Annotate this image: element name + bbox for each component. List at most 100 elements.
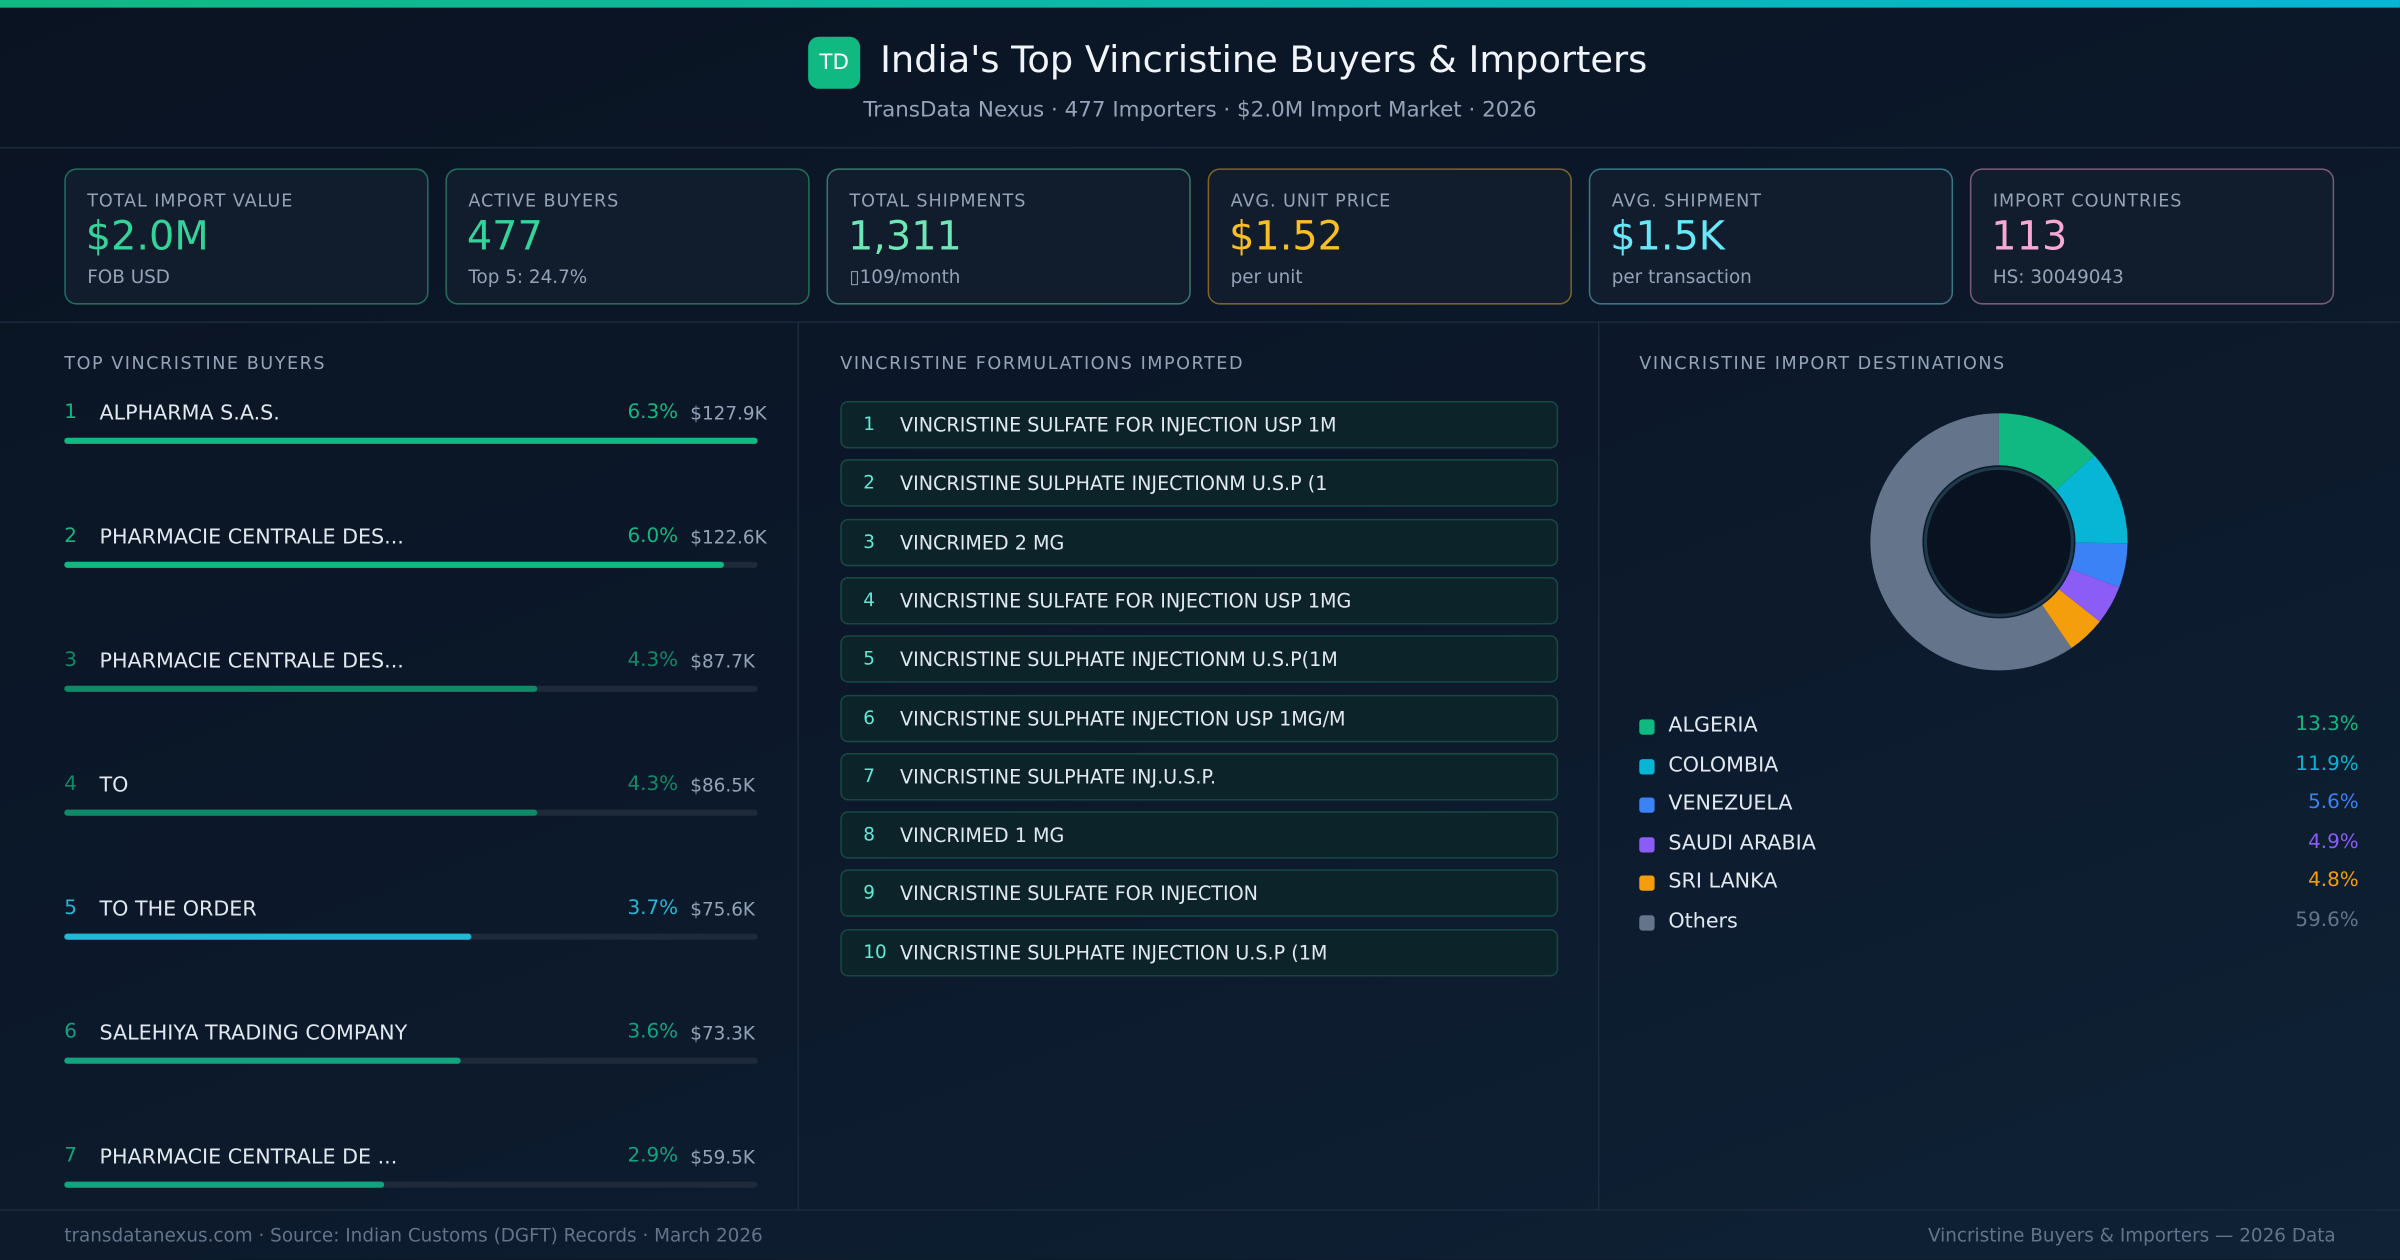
share-bar	[64, 1181, 384, 1188]
kpi-value: 1,311	[847, 214, 962, 261]
formulation-name: VINCRISTINE SULPHATE INJECTION U.S.P (1M	[899, 940, 1328, 964]
kpi-value: 113	[1991, 214, 2068, 261]
formulation-rank: 7	[863, 764, 875, 787]
share-bar	[64, 809, 538, 816]
kpi-card: ACTIVE BUYERS 477 Top 5: 24.7%	[445, 168, 810, 305]
formulation-rank: 9	[863, 882, 875, 904]
legend-swatch	[1639, 719, 1655, 735]
formulation-item: 9 VINCRISTINE SULFATE FOR INJECTION	[840, 869, 1559, 918]
formulation-rank: 4	[863, 589, 875, 611]
buyer-rank: 2	[64, 524, 77, 548]
formulation-name: VINCRISTINE SULFATE FOR INJECTION USP 1M	[899, 413, 1337, 437]
kpi-value: $1.5K	[1610, 214, 1725, 261]
buyer-rank: 7	[64, 1144, 77, 1168]
kpi-label: AVG. SHIPMENT	[1611, 189, 1762, 212]
formulation-rank: 2	[863, 471, 875, 494]
buyer-name: TO	[99, 772, 129, 798]
formulation-rank: 8	[863, 823, 875, 846]
donut-slice	[2058, 568, 2120, 622]
formulation-name: VINCRISTINE SULPHATE INJ.U.S.P.	[899, 764, 1217, 788]
divider	[797, 322, 799, 1210]
donut-slice	[2055, 455, 2128, 544]
buyer-name: SALEHIYA TRADING COMPANY	[99, 1020, 408, 1046]
buyer-share: 4.3%	[627, 648, 679, 672]
formulation-rank: 1	[863, 413, 875, 435]
donut-slice	[1870, 413, 2072, 671]
buyer-rank: 3	[64, 648, 77, 672]
formulation-item: 5 VINCRISTINE SULPHATE INJECTIONM U.S.P(1…	[840, 635, 1559, 683]
legend-name: SAUDI ARABIA	[1668, 830, 1816, 856]
legend-share: 4.9%	[2308, 830, 2359, 854]
buyer-share: 4.3%	[627, 772, 679, 796]
legend-share: 5.6%	[2308, 791, 2359, 815]
kpi-value: $1.52	[1229, 214, 1344, 261]
kpi-value: 477	[466, 214, 543, 261]
legend-swatch	[1639, 797, 1655, 814]
legend-name: SRI LANKA	[1668, 869, 1778, 895]
kpi-value: $2.0M	[85, 214, 209, 261]
share-bar	[64, 933, 472, 940]
legend-swatch	[1639, 836, 1655, 853]
formulation-rank: 5	[863, 647, 875, 670]
buyer-share: 6.3%	[627, 401, 679, 424]
buyer-value: $73.3K	[690, 1022, 755, 1044]
buyer-value: $86.5K	[690, 774, 755, 796]
legend-name: Others	[1668, 909, 1738, 934]
buyer-rank: 4	[64, 772, 77, 796]
section-title: TOP VINCRISTINE BUYERS	[64, 352, 327, 374]
legend-share: 13.3%	[2295, 713, 2359, 737]
formulation-item: 6 VINCRISTINE SULPHATE INJECTION USP 1MG/…	[840, 694, 1559, 742]
kpi-card: IMPORT COUNTRIES 113 HS: 30049043	[1969, 168, 2335, 305]
formulation-item: 8 VINCRIMED 1 MG	[840, 811, 1559, 859]
formulation-rank: 10	[863, 940, 887, 963]
accent-bar	[0, 0, 2400, 8]
kpi-sub: Top 5: 24.7%	[468, 266, 588, 288]
buyer-value: $87.7K	[690, 650, 755, 672]
formulation-rank: 6	[863, 706, 875, 728]
kpi-sub: per unit	[1230, 266, 1303, 288]
kpi-label: AVG. UNIT PRICE	[1230, 189, 1392, 212]
share-bar	[64, 437, 758, 444]
divider	[0, 1209, 2400, 1211]
kpi-card: AVG. SHIPMENT $1.5K per transaction	[1588, 168, 1954, 305]
donut-slice	[2070, 542, 2128, 588]
formulation-item: 7 VINCRISTINE SULPHATE INJ.U.S.P.	[840, 752, 1559, 801]
kpi-sub: HS: 30049043	[1992, 266, 2124, 288]
legend-name: ALGERIA	[1668, 713, 1758, 738]
buyer-share: 3.6%	[627, 1020, 679, 1044]
formulation-name: VINCRIMED 2 MG	[899, 530, 1065, 554]
legend-swatch	[1639, 915, 1655, 931]
kpi-card: TOTAL SHIPMENTS 1,311 ▯109/month	[826, 168, 1191, 305]
kpi-label: TOTAL IMPORT VALUE	[87, 189, 294, 212]
formulation-item: 4 VINCRISTINE SULFATE FOR INJECTION USP 1…	[840, 576, 1559, 625]
share-bar	[64, 1057, 461, 1064]
share-bar	[64, 561, 725, 568]
donut-chart	[1870, 413, 2128, 671]
buyer-value: $75.6K	[690, 898, 755, 920]
logo: TD	[808, 36, 861, 89]
buyer-name: TO THE ORDER	[99, 896, 257, 922]
buyer-value: $127.9K	[690, 402, 767, 424]
kpi-card: AVG. UNIT PRICE $1.52 per unit	[1207, 168, 1572, 305]
buyer-rank: 6	[64, 1020, 77, 1044]
kpi-sub: per transaction	[1611, 266, 1752, 288]
formulation-name: VINCRISTINE SULPHATE INJECTIONM U.S.P (1	[899, 471, 1328, 495]
page-subtitle: TransData Nexus · 477 Importers · $2.0M …	[863, 97, 1537, 123]
formulation-item: 1 VINCRISTINE SULFATE FOR INJECTION USP 1…	[840, 401, 1559, 449]
legend-name: COLOMBIA	[1668, 752, 1779, 777]
buyer-share: 2.9%	[627, 1144, 679, 1168]
buyer-value: $122.6K	[690, 526, 767, 548]
donut-slice	[2042, 589, 2100, 648]
buyer-rank: 5	[64, 896, 77, 920]
kpi-label: TOTAL SHIPMENTS	[849, 189, 1027, 212]
buyer-name: ALPHARMA S.A.S.	[99, 401, 280, 426]
buyer-share: 6.0%	[627, 524, 679, 548]
buyer-name: PHARMACIE CENTRALE DES...	[99, 524, 404, 550]
formulation-item: 2 VINCRISTINE SULPHATE INJECTIONM U.S.P (…	[840, 459, 1559, 508]
section-title: VINCRISTINE IMPORT DESTINATIONS	[1639, 352, 2006, 374]
divider	[0, 321, 2400, 323]
legend-share: 11.9%	[2295, 752, 2359, 776]
share-bar	[64, 685, 538, 692]
formulation-item: 3 VINCRIMED 2 MG	[840, 518, 1559, 566]
